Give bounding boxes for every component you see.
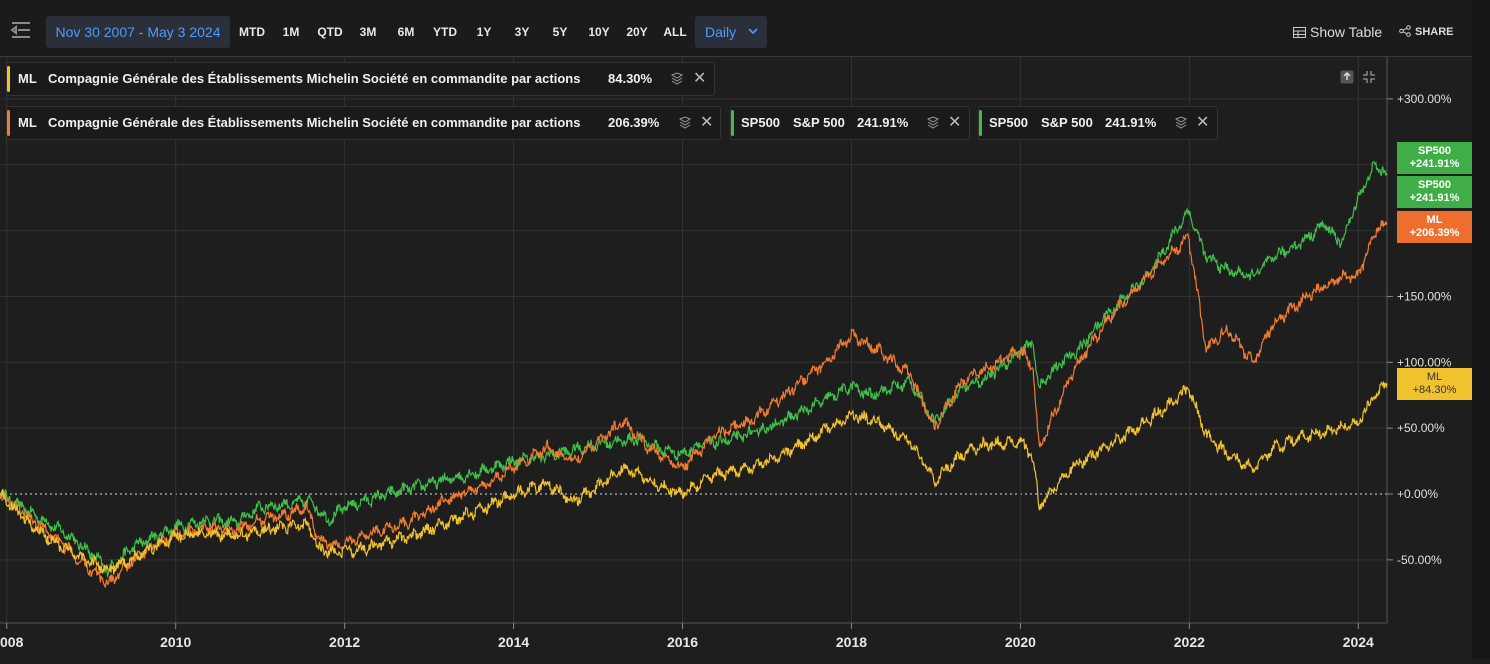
period-6m-button[interactable]: 6M	[397, 25, 415, 39]
price-tag-ticker: SP500	[1417, 145, 1452, 157]
legend-ticker: ML	[18, 115, 37, 130]
layers-icon[interactable]	[678, 116, 692, 130]
scroll-strip	[1472, 0, 1490, 659]
price-tag-sp500-2: SP500 +241.91%	[1397, 176, 1472, 208]
layers-icon[interactable]	[1174, 116, 1188, 130]
legend-color-bar	[7, 110, 10, 136]
period-1m-button[interactable]: 1M	[282, 25, 300, 39]
y-tick-label: -50.00%	[1397, 553, 1442, 567]
legend-color-bar	[7, 66, 10, 92]
chevron-down-icon	[748, 28, 758, 34]
chart-area[interactable]: +300.00% +150.00% +100.00% +50.00% +0.00% -50…	[0, 57, 1472, 659]
period-ytd-button[interactable]: YTD	[433, 25, 457, 39]
price-tag-ticker: ML	[1426, 214, 1443, 226]
close-icon[interactable]: ✕	[1196, 114, 1210, 131]
period-all-button[interactable]: ALL	[663, 25, 687, 39]
x-tick-label: 2018	[836, 634, 867, 650]
series-lines	[0, 160, 1388, 588]
x-tick-label: 2016	[667, 634, 698, 650]
y-tick-label: +0.00%	[1397, 487, 1438, 501]
x-tick-label: 2014	[498, 634, 529, 650]
x-tick-label: 2020	[1005, 634, 1036, 650]
close-icon[interactable]: ✕	[948, 114, 962, 131]
y-tick-label: +50.00%	[1397, 421, 1445, 435]
legend-name: S&P 500	[1041, 115, 1093, 130]
y-tick-label: +150.00%	[1397, 289, 1452, 303]
period-1y-button[interactable]: 1Y	[476, 25, 492, 39]
y-tick-label: +300.00%	[1397, 92, 1452, 106]
price-tag-ticker: ML	[1426, 371, 1443, 383]
legend-color-bar	[979, 110, 982, 136]
legend-sp500-1[interactable]: SP500 S&P 500 241.91% ✕	[730, 106, 970, 140]
table-icon	[1293, 27, 1306, 38]
x-tick-labels: 008 2010 2012 2014 2016 2018 2020 2022 2024	[0, 623, 1374, 650]
price-tag-value: +206.39%	[1409, 227, 1460, 239]
line-chart[interactable]: +300.00% +150.00% +100.00% +50.00% +0.00% -50…	[0, 57, 1472, 659]
period-5y-button[interactable]: 5Y	[552, 25, 568, 39]
legend-name: Compagnie Générale des Établissements Mi…	[48, 115, 581, 130]
date-range-button[interactable]: Nov 30 2007 - May 3 2024	[46, 16, 230, 48]
x-tick-label: 2010	[160, 634, 191, 650]
price-tag-ticker: SP500	[1417, 179, 1452, 191]
period-3y-button[interactable]: 3Y	[514, 25, 530, 39]
legend-ml-orange[interactable]: ML Compagnie Générale des Établissements…	[6, 106, 721, 140]
share-button[interactable]: SHARE	[1399, 16, 1454, 48]
series-line	[0, 381, 1388, 575]
layers-icon[interactable]	[926, 116, 940, 130]
price-tag-ml-yellow: ML +84.30%	[1397, 368, 1472, 400]
price-tag-value: +241.91%	[1409, 192, 1460, 204]
show-table-button[interactable]: Show Table	[1293, 16, 1382, 48]
legend-sp500-2[interactable]: SP500 S&P 500 241.91% ✕	[978, 106, 1218, 140]
legend-value: 241.91%	[1105, 115, 1157, 130]
menu-collapse-icon[interactable]	[10, 20, 32, 40]
show-table-label: Show Table	[1310, 24, 1383, 40]
legend-ml-yellow[interactable]: ML Compagnie Générale des Établissements…	[6, 62, 715, 96]
legend-ticker: ML	[18, 71, 37, 86]
legend-ticker: SP500	[741, 115, 781, 130]
legend-value: 84.30%	[608, 71, 653, 86]
legend-value: 206.39%	[608, 115, 660, 130]
x-tick-label: 008	[0, 634, 24, 650]
y-tick-labels: +300.00% +150.00% +100.00% +50.00% +0.00% -50…	[1387, 92, 1452, 567]
price-tag-sp500-1: SP500 +241.91%	[1397, 142, 1472, 174]
close-icon[interactable]: ✕	[700, 114, 714, 131]
period-qtd-button[interactable]: QTD	[317, 25, 343, 39]
legend-name: Compagnie Générale des Établissements Mi…	[48, 71, 581, 86]
interval-select[interactable]: Daily	[695, 16, 767, 48]
period-mtd-button[interactable]: MTD	[239, 25, 265, 39]
share-icon	[1399, 25, 1411, 37]
x-tick-label: 2022	[1174, 634, 1205, 650]
price-tag-value: +241.91%	[1409, 158, 1460, 170]
legend-value: 241.91%	[857, 115, 909, 130]
legend-color-bar	[731, 110, 734, 136]
series-line	[0, 160, 1388, 579]
x-tick-label: 2012	[329, 634, 360, 650]
period-20y-button[interactable]: 20Y	[626, 25, 648, 39]
price-tag-value: +84.30%	[1412, 384, 1457, 396]
period-10y-button[interactable]: 10Y	[588, 25, 610, 39]
toolbar: Nov 30 2007 - May 3 2024 MTD 1M QTD 3M 6…	[0, 0, 1472, 57]
price-tag-ml-orange: ML +206.39%	[1397, 211, 1472, 243]
y-tick-label: +100.00%	[1397, 355, 1452, 369]
legend-ticker: SP500	[989, 115, 1029, 130]
close-icon[interactable]: ✕	[693, 70, 707, 87]
chart-grid	[0, 57, 1387, 623]
period-3m-button[interactable]: 3M	[359, 25, 377, 39]
series-line	[0, 220, 1388, 588]
collapse-icon[interactable]	[1362, 70, 1376, 84]
legend-name: S&P 500	[793, 115, 845, 130]
share-label: SHARE	[1415, 26, 1454, 38]
export-icon[interactable]	[1340, 70, 1354, 84]
x-tick-label: 2024	[1343, 634, 1374, 650]
interval-label: Daily	[705, 24, 737, 40]
layers-icon[interactable]	[670, 72, 684, 86]
